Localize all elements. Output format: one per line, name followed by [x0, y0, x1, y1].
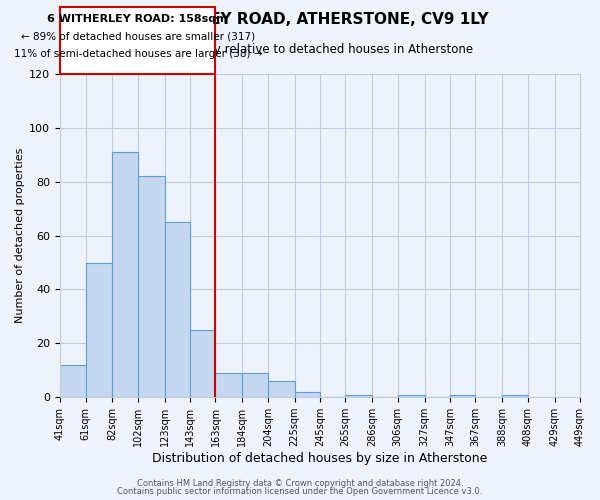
Bar: [138, 176, 164, 397]
Bar: [295, 392, 320, 397]
Text: 6 WITHERLEY ROAD: 158sqm: 6 WITHERLEY ROAD: 158sqm: [47, 14, 228, 24]
Bar: [450, 394, 475, 397]
Text: Contains HM Land Registry data © Crown copyright and database right 2024.: Contains HM Land Registry data © Crown c…: [137, 478, 463, 488]
Bar: [242, 373, 268, 397]
Bar: [215, 373, 242, 397]
Text: Size of property relative to detached houses in Atherstone: Size of property relative to detached ho…: [127, 42, 473, 56]
Text: 11% of semi-detached houses are larger (38) →: 11% of semi-detached houses are larger (…: [14, 49, 262, 59]
Bar: [398, 394, 425, 397]
Bar: [112, 152, 138, 397]
Bar: [164, 222, 190, 397]
Text: ← 89% of detached houses are smaller (317): ← 89% of detached houses are smaller (31…: [20, 32, 255, 42]
Bar: [190, 330, 215, 397]
Text: Contains public sector information licensed under the Open Government Licence v3: Contains public sector information licen…: [118, 488, 482, 496]
Bar: [502, 394, 528, 397]
Bar: [60, 365, 86, 397]
Bar: [86, 262, 112, 397]
Text: 6, WITHERLEY ROAD, ATHERSTONE, CV9 1LY: 6, WITHERLEY ROAD, ATHERSTONE, CV9 1LY: [111, 12, 489, 28]
Bar: [268, 381, 295, 397]
Bar: [346, 394, 372, 397]
Y-axis label: Number of detached properties: Number of detached properties: [15, 148, 25, 324]
X-axis label: Distribution of detached houses by size in Atherstone: Distribution of detached houses by size …: [152, 452, 488, 465]
